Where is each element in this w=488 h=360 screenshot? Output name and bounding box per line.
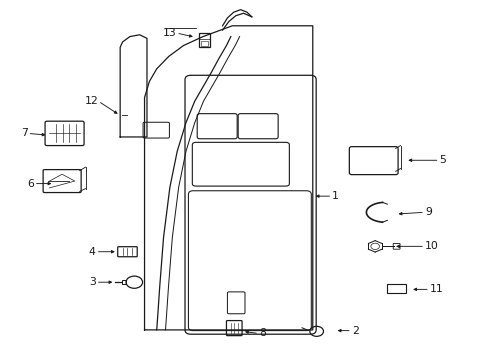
Text: 8: 8	[259, 328, 265, 338]
Text: 5: 5	[439, 155, 446, 165]
Text: 9: 9	[424, 207, 431, 217]
Text: 11: 11	[429, 284, 443, 294]
Text: 7: 7	[20, 129, 27, 138]
Text: 2: 2	[351, 325, 358, 336]
Text: 13: 13	[162, 28, 176, 38]
Text: 3: 3	[89, 277, 96, 287]
Text: 1: 1	[331, 191, 339, 201]
Text: 4: 4	[89, 247, 96, 257]
Bar	[386, 284, 405, 293]
Text: 12: 12	[84, 96, 98, 106]
Text: 10: 10	[424, 241, 438, 251]
Text: 6: 6	[27, 179, 34, 189]
